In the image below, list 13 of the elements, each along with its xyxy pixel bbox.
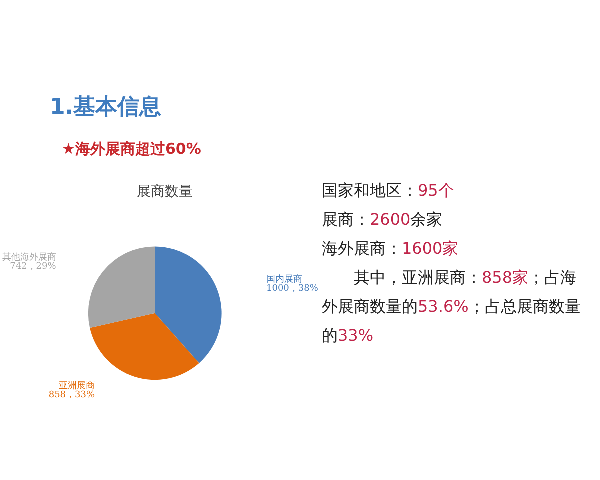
text: ★海外展商超过60% (62, 140, 202, 159)
data-label: 858，33% (48, 390, 96, 401)
slice-label: 亚洲展商 (59, 380, 96, 392)
text: 1.基本信息 (50, 94, 162, 122)
text: 其中，亚洲展商：858家；占海外展商数量的53.6%；占总展商数量的33% (322, 268, 581, 345)
chart-title: 展商数量 (137, 184, 193, 200)
text: 海外展商：1600家 (322, 238, 460, 260)
text: 国家和地区：95个 (322, 180, 456, 202)
data-label: 1000，38% (266, 284, 319, 294)
text: 展商：2600余家 (322, 209, 444, 231)
slice-label: 其他海外展商 (2, 252, 56, 263)
data-label: 742，29% (10, 262, 57, 272)
slice-label: 国内展商 (266, 274, 302, 285)
